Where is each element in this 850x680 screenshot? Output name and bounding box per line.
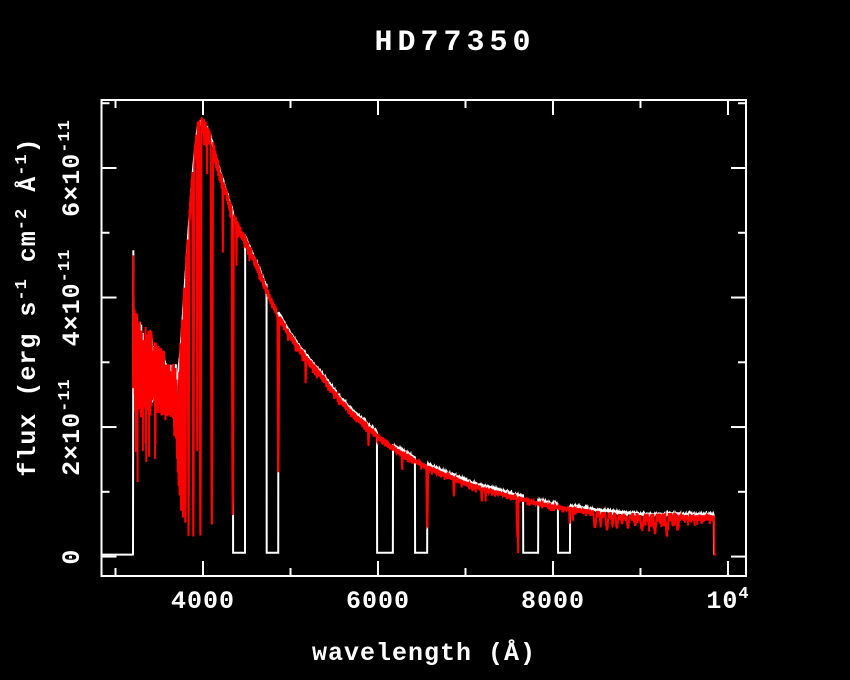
x-axis-title: wavelength (Å) (312, 639, 536, 668)
plot-frame (100, 99, 747, 577)
y-tick-label: 2×10-11 (56, 378, 87, 476)
spectrum-series (102, 117, 716, 556)
x-tick-label: 104 (706, 585, 749, 616)
chart-title: HD77350 (374, 26, 535, 60)
observed-spectrum-line (132, 117, 716, 556)
y-axis-title: flux (erg s-1 cm-2 Å-1) (13, 137, 43, 476)
x-tick-labels: 4000 6000 8000 104 (171, 585, 749, 616)
plot-border (100, 99, 747, 577)
x-tick-label: 6000 (346, 587, 410, 616)
x-tick-label: 4000 (171, 587, 235, 616)
y-tick-label: 6×10-11 (56, 119, 87, 217)
x-tick-label: 8000 (521, 587, 585, 616)
axis-ticks (102, 101, 745, 575)
y-tick-labels: 0 2×10-11 4×10-11 6×10-11 (56, 119, 87, 564)
y-tick-label: 0 (58, 549, 87, 565)
y-tick-label: 4×10-11 (56, 249, 87, 347)
